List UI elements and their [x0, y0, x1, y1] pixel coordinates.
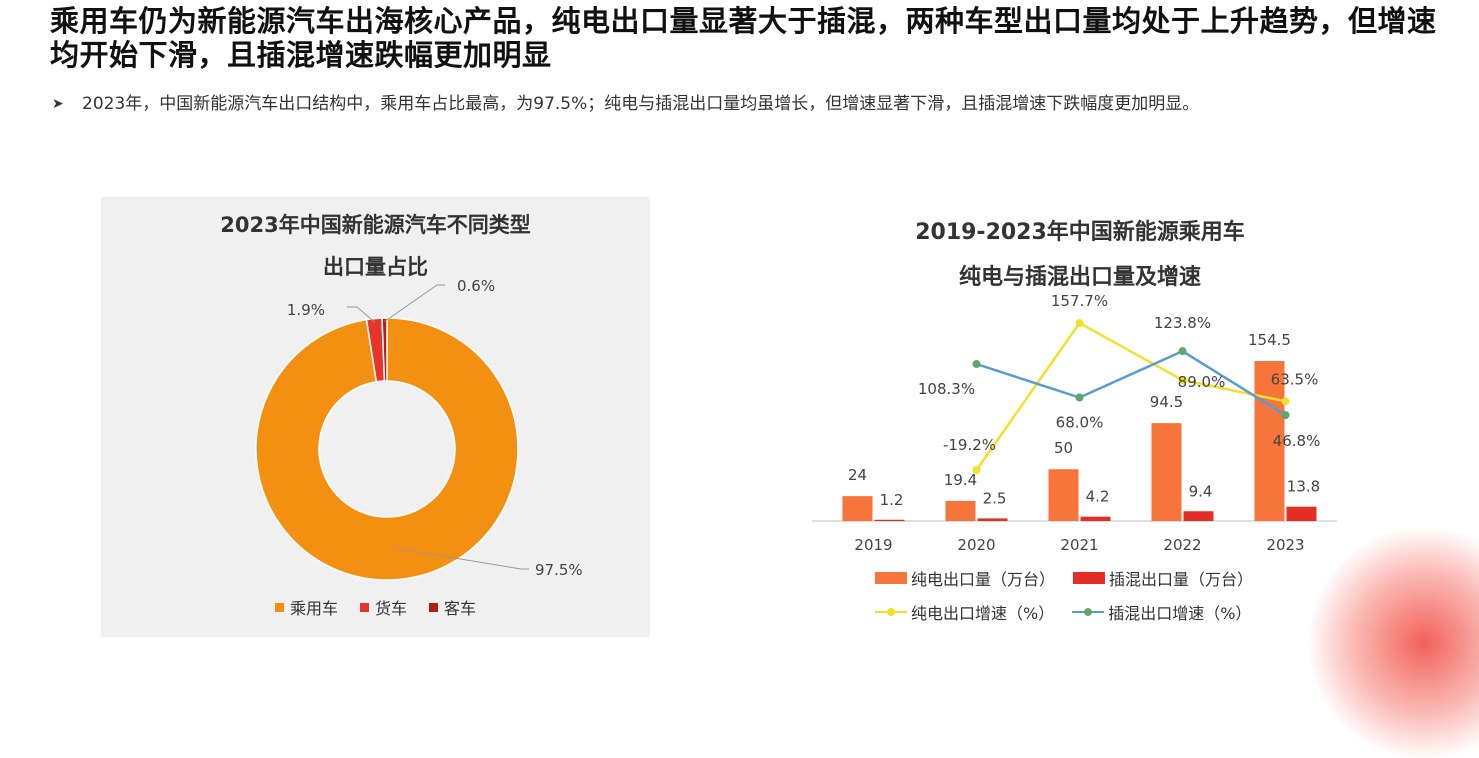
growth-label-bev-2023: 63.5% — [1271, 370, 1319, 388]
legend-label-phev-volume: 插混出口量（万台） — [1109, 570, 1254, 589]
leader-line-1 — [347, 306, 375, 323]
legend-item-bus: 客车 — [429, 595, 476, 619]
combo-chart: 24 1.2 2019 19.4 2.5 2020 50 4.2 2021 94.5 9.4 2022… — [812, 292, 1337, 554]
point-phev-growth-2021 — [1075, 393, 1084, 402]
bar-bev-2019 — [842, 496, 873, 521]
pie-title-line2: 出口量占比 — [323, 255, 428, 279]
growth-label-phev-2023: 46.8% — [1273, 432, 1321, 450]
legend-label-truck: 货车 — [374, 599, 407, 618]
donut-chart: 97.5% 1.9% 0.6% — [255, 277, 583, 581]
legend-swatch-bev-volume — [875, 572, 907, 584]
page-headline: 乘用车仍为新能源汽车出海核心产品，纯电出口量显著大于插混，两种车型出口量均处于上… — [50, 4, 1437, 72]
point-bev-growth-2021 — [1075, 319, 1084, 327]
bullet-text: 2023年，中国新能源汽车出口结构中，乘用车占比最高，为97.5%；纯电与插混出… — [82, 94, 1200, 114]
point-phev-growth-2022 — [1178, 347, 1187, 356]
bullet-paragraph: ➤ 2023年，中国新能源汽车出口结构中，乘用车占比最高，为97.5%；纯电与插… — [52, 92, 1432, 116]
legend-item-truck: 货车 — [359, 595, 407, 619]
growth-label-bev-2022: 89.0% — [1178, 373, 1226, 391]
legend-swatch-phev-growth — [1072, 606, 1105, 618]
bar-title-line2: 纯电与插混出口量及增速 — [958, 265, 1201, 290]
x-tick-2020: 2020 — [957, 536, 995, 554]
point-phev-growth-2020 — [972, 360, 981, 369]
arrow-right-icon: ➤ — [52, 96, 64, 112]
point-phev-growth-2023 — [1281, 411, 1290, 420]
legend-swatch-bev-growth — [875, 606, 907, 618]
point-bev-growth-2020 — [972, 466, 981, 474]
growth-label-bev-2020: -19.2% — [943, 436, 996, 454]
slice-label-bus: 0.6% — [457, 277, 495, 295]
growth-label-bev-2021: 157.7% — [1051, 292, 1108, 310]
bar-bev-2020 — [945, 500, 976, 521]
point-bev-growth-2023 — [1281, 397, 1290, 406]
growth-label-phev-2020: 108.3% — [918, 380, 975, 398]
bar-bev-2021 — [1048, 469, 1079, 521]
donut-chart-panel: 2023年中国新能源汽车不同类型 出口量占比 97.5% 1.9% 0.6% 乘用车… — [101, 197, 650, 637]
line-phev-growth — [976, 349, 1287, 417]
legend-label-bus: 客车 — [444, 599, 477, 618]
x-tick-2021: 2021 — [1060, 536, 1098, 554]
legend-label-phev-growth: 插混出口增速（%） — [1108, 604, 1252, 623]
legend-item-phev-volume: 插混出口量（万台） — [1073, 566, 1253, 590]
legend-label-bev-growth: 纯电出口增速（%） — [911, 604, 1055, 623]
bar-label-bev-2020: 19.4 — [944, 471, 977, 489]
bar-phev-2019 — [874, 519, 905, 521]
slice-label-passenger: 97.5% — [535, 561, 583, 579]
bar-bev-2023 — [1254, 361, 1285, 521]
x-tick-2023: 2023 — [1266, 536, 1304, 554]
slice-passenger — [255, 317, 519, 581]
growth-label-phev-2022: 123.8% — [1154, 314, 1211, 332]
legend-swatch-bus — [429, 602, 438, 612]
bar-label-bev-2019: 24 — [848, 466, 867, 484]
legend-item-bev-growth: 纯电出口增速（%） — [875, 600, 1054, 624]
bar-phev-2023 — [1286, 506, 1317, 521]
legend-label-passenger: 乘用车 — [289, 599, 338, 618]
bar-label-phev-2021: 4.2 — [1086, 488, 1110, 506]
growth-label-phev-2021: 68.0% — [1056, 414, 1104, 432]
x-tick-2019: 2019 — [854, 536, 892, 554]
bar-label-bev-2022: 94.5 — [1150, 393, 1183, 411]
legend-item-passenger: 乘用车 — [274, 595, 338, 619]
point-bev-growth-2022 — [1178, 376, 1187, 385]
legend-label-bev-volume: 纯电出口量（万台） — [911, 570, 1056, 589]
bar-label-bev-2023: 154.5 — [1248, 331, 1291, 349]
pie-legend: 乘用车 货车 客车 — [101, 595, 650, 619]
legend-item-phev-growth: 插混出口增速（%） — [1072, 600, 1251, 624]
legend-swatch-phev-volume — [1073, 572, 1106, 584]
line-bev-growth — [975, 321, 1286, 471]
bar-bev-2022 — [1151, 423, 1182, 521]
combo-legend: 纯电出口量（万台） 插混出口量（万台） 纯电出口增速（%） 插混出口增速（%） — [875, 566, 1325, 634]
bar-phev-2020 — [977, 518, 1008, 521]
bar-label-phev-2020: 2.5 — [983, 489, 1007, 507]
bar-phev-2021 — [1080, 516, 1111, 521]
bar-label-phev-2023: 13.8 — [1287, 478, 1320, 496]
bar-label-phev-2019: 1.2 — [880, 491, 904, 509]
bar-label-phev-2022: 9.4 — [1189, 482, 1213, 500]
bar-phev-2022 — [1183, 511, 1214, 521]
bar-label-bev-2021: 50 — [1054, 439, 1073, 457]
legend-item-bev-volume: 纯电出口量（万台） — [875, 566, 1055, 590]
leader-line-0 — [394, 547, 529, 570]
legend-swatch-truck — [359, 602, 369, 612]
pie-title-line1: 2023年中国新能源汽车不同类型 — [220, 213, 531, 237]
slice-label-truck: 1.9% — [287, 301, 325, 319]
legend-swatch-passenger — [274, 602, 284, 612]
leader-line-2 — [384, 284, 445, 322]
bar-title-line1: 2019-2023年中国新能源乘用车 — [915, 220, 1245, 245]
x-tick-2022: 2022 — [1163, 536, 1201, 554]
slice-bus — [381, 317, 388, 382]
